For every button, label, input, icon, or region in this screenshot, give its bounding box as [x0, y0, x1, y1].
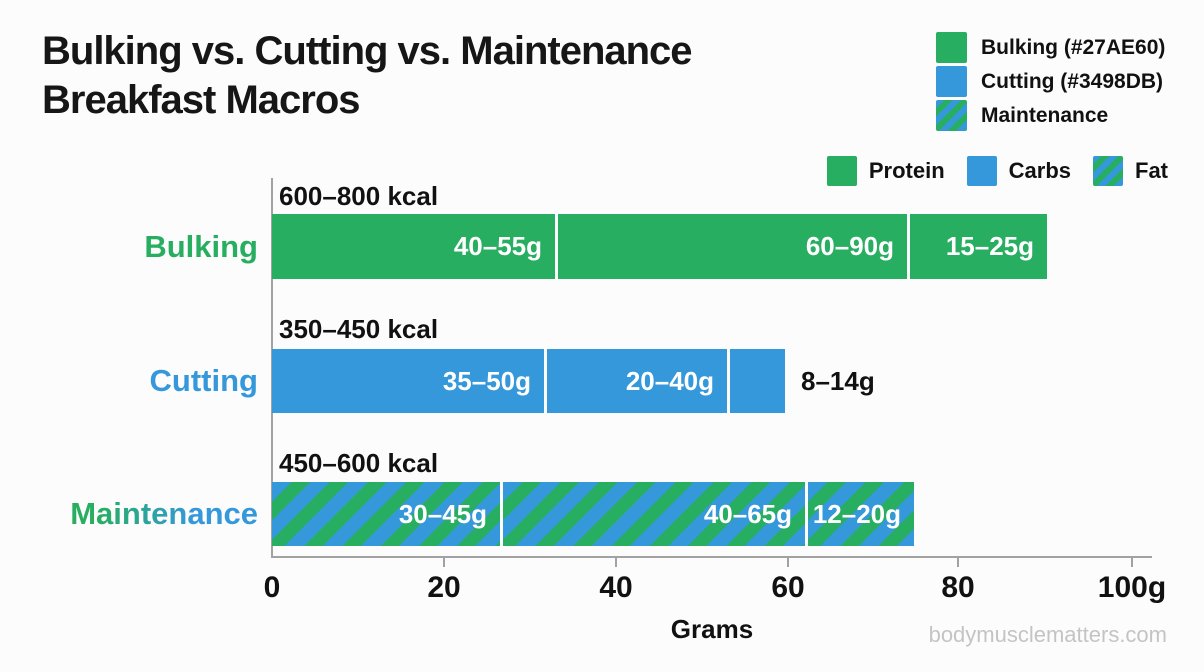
legend-item-bulking: Bulking (#27AE60): [936, 32, 1165, 63]
bar-segment-value: 20–40g: [625, 365, 714, 396]
bar-segment: 20–40g: [547, 349, 727, 413]
bar-segment: 12–20g: [808, 482, 914, 546]
legend-goals: Bulking (#27AE60) Cutting (#3498DB) Main…: [936, 32, 1165, 134]
title-line-1: Bulking vs. Cutting vs. Maintenance: [42, 29, 693, 73]
x-tick-mark: [615, 558, 617, 567]
legend-label: Carbs: [1008, 158, 1071, 183]
x-tick-mark: [443, 558, 445, 567]
legend-label: Protein: [868, 158, 945, 183]
bar-segment-value: 30–45g: [398, 498, 487, 529]
legend-item-cutting: Cutting (#3498DB): [936, 66, 1165, 97]
carbs-color-swatch: [966, 156, 997, 186]
kcal-annotation-cutting: 350–450 kcal: [279, 314, 439, 344]
legend-item-carbs: Carbs: [966, 156, 1071, 186]
legend-label: Cutting (#3498DB): [981, 69, 1164, 93]
page-title: Bulking vs. Cutting vs. Maintenance Brea…: [42, 27, 693, 125]
x-tick-label: 100g: [1097, 571, 1167, 604]
protein-color-swatch: [826, 156, 857, 186]
bar-segment: 60–90g: [558, 214, 907, 279]
legend-label: Maintenance: [981, 103, 1109, 127]
row-label-cutting: Cutting: [149, 363, 258, 398]
bar-segment-value: 40–65g: [703, 498, 792, 529]
bar-segment-value: 12–20g: [812, 498, 901, 529]
row-label-maintenance: Maintenance: [30, 482, 258, 546]
legend-item-maintenance: Maintenance: [936, 100, 1165, 131]
cutting-color-swatch: [936, 66, 967, 97]
legend-item-protein: Protein: [826, 156, 945, 186]
bar-segment: 35–50g: [272, 349, 544, 413]
bar-segment-value: 60–90g: [805, 231, 894, 261]
bar-segment-value: 40–55g: [453, 231, 542, 261]
x-tick-label: 60: [771, 571, 805, 604]
x-tick-mark: [1131, 558, 1133, 567]
bar-maintenance: 30–45g 40–65g 12–20g: [272, 482, 914, 546]
kcal-annotation-bulking: 600–800 kcal: [279, 181, 439, 211]
watermark: bodymusclematters.com: [928, 622, 1167, 647]
bar-segment-value: 15–25g: [945, 231, 1034, 261]
bar-segment: 30–45g: [272, 482, 500, 546]
maintenance-color-swatch: [936, 100, 967, 131]
x-tick-label: 20: [427, 571, 461, 604]
bar-segment: [730, 349, 785, 413]
bar-segment: 40–65g: [503, 482, 805, 546]
fat-value-cutting-outside: 8–14g: [801, 365, 875, 396]
bar-segment: 40–55g: [272, 214, 555, 279]
bar-bulking: 40–55g 60–90g 15–25g: [272, 214, 1047, 279]
x-tick-mark: [957, 558, 959, 567]
fat-color-swatch: [1093, 156, 1123, 186]
bar-segment-value: 35–50g: [442, 365, 531, 396]
x-tick-label: 80: [941, 571, 975, 604]
x-tick-mark: [787, 558, 789, 567]
x-axis-title: Grams: [670, 614, 754, 644]
title-line-2: Breakfast Macros: [42, 77, 360, 122]
legend-macros: Protein Carbs Fat: [826, 156, 1168, 186]
x-tick-label: 0: [263, 571, 281, 604]
bar-cutting: 35–50g 20–40g: [272, 349, 785, 413]
bulking-color-swatch: [936, 32, 967, 63]
kcal-annotation-maintenance: 450–600 kcal: [279, 448, 439, 478]
x-axis-line: [271, 556, 1152, 558]
x-tick-label: 40: [599, 571, 633, 604]
legend-label: Bulking (#27AE60): [981, 35, 1166, 59]
row-label-bulking: Bulking: [144, 228, 258, 264]
bar-segment: 15–25g: [910, 214, 1047, 279]
legend-item-fat: Fat: [1093, 156, 1168, 186]
legend-label: Fat: [1135, 158, 1168, 183]
